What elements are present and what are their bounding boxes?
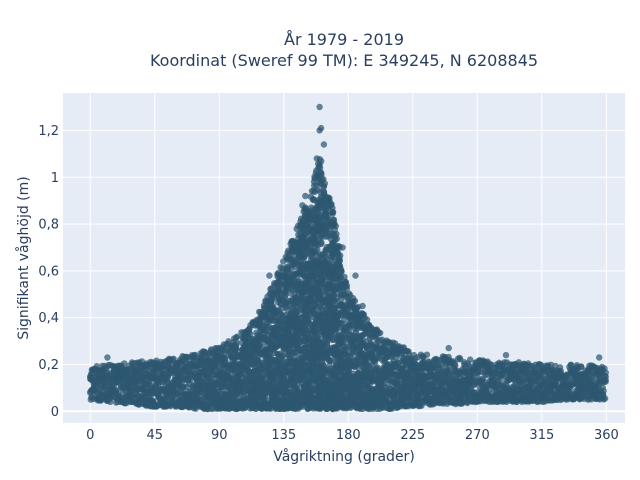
data-point xyxy=(318,170,325,177)
data-point xyxy=(332,222,339,230)
data-point xyxy=(330,216,338,224)
data-point xyxy=(233,333,241,340)
points-layer xyxy=(87,103,609,413)
data-point xyxy=(225,338,232,345)
data-point xyxy=(107,398,114,405)
data-point xyxy=(247,330,254,338)
chart-subtitle: Koordinat (Sweref 99 TM): E 349245, N 62… xyxy=(150,51,538,70)
data-point xyxy=(337,252,344,259)
data-point xyxy=(233,339,240,346)
data-point xyxy=(233,346,240,353)
data-point xyxy=(318,239,325,246)
chart-title: År 1979 - 2019 xyxy=(284,30,404,49)
data-point xyxy=(377,329,384,337)
data-point xyxy=(333,235,340,242)
data-point xyxy=(121,360,128,367)
data-point xyxy=(338,268,345,275)
data-point xyxy=(282,291,289,298)
data-point xyxy=(183,354,190,361)
data-point xyxy=(351,297,359,305)
data-point xyxy=(329,208,337,216)
data-point xyxy=(240,389,247,396)
